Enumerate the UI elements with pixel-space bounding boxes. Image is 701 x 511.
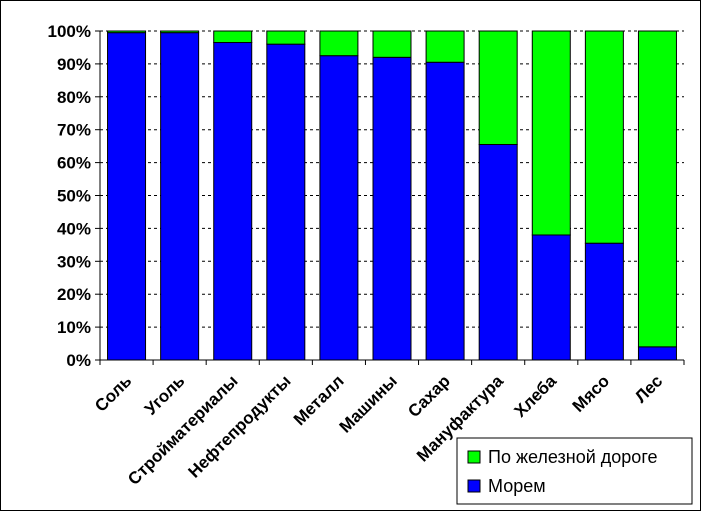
- y-tick-label: 20%: [57, 285, 91, 304]
- bar-segment-sea: [372, 56, 412, 361]
- bar-segment-sea: [584, 242, 624, 361]
- legend-swatch: [467, 450, 481, 464]
- bar-segment-sea: [531, 234, 571, 361]
- y-tick-label: 10%: [57, 318, 91, 337]
- x-tick-label: Лес: [631, 371, 666, 406]
- bar-segment-rail: [213, 30, 253, 44]
- y-tick-label: 30%: [57, 252, 91, 271]
- bar-segment-sea: [213, 42, 253, 361]
- y-tick-label: 80%: [57, 88, 91, 107]
- x-tick-label: Машины: [336, 371, 401, 436]
- bar-segment-rail: [160, 30, 200, 34]
- bar-segment-rail: [584, 30, 624, 244]
- bar-segment-sea: [160, 32, 200, 361]
- y-tick-label: 100%: [48, 22, 91, 41]
- x-tick-label: Мясо: [569, 371, 613, 415]
- x-tick-label: Соль: [91, 371, 135, 415]
- y-tick-label: 0%: [66, 351, 91, 370]
- bar-segment-sea: [266, 43, 306, 361]
- bar-segment-rail: [637, 30, 677, 348]
- y-tick-labels: 0% 10% 20% 30% 40% 50% 60% 70% 80% 90% 100%: [48, 22, 91, 370]
- bars: [107, 30, 677, 361]
- x-tick-label: Уголь: [141, 371, 188, 418]
- bar-segment-rail: [425, 30, 465, 63]
- bar-segment-rail: [372, 30, 412, 58]
- bar-segment-rail: [478, 30, 518, 146]
- legend-label: Морем: [488, 476, 546, 496]
- bar-segment-sea: [637, 346, 677, 361]
- y-tick-label: 70%: [57, 121, 91, 140]
- y-tick-label: 40%: [57, 219, 91, 238]
- x-tick-label: Хлеба: [511, 371, 561, 421]
- bar-segment-sea: [478, 144, 518, 361]
- x-tick-label: Сахар: [404, 371, 454, 421]
- y-tick-label: 60%: [57, 154, 91, 173]
- legend-box: [456, 437, 693, 505]
- bar-segment-rail: [266, 30, 306, 45]
- legend-label: По железной дороге: [488, 447, 658, 467]
- bar-segment-rail: [319, 30, 359, 57]
- y-tick-label: 90%: [57, 55, 91, 74]
- axes: [95, 30, 685, 365]
- bar-segment-sea: [107, 32, 147, 361]
- y-tick-label: 50%: [57, 187, 91, 206]
- x-tick-label: Нефтепродукты: [184, 371, 294, 481]
- bar-segment-rail: [531, 30, 571, 236]
- legend-swatch: [467, 479, 481, 493]
- bar-segment-sea: [425, 61, 465, 361]
- bar-segment-rail: [107, 30, 147, 34]
- bar-segment-sea: [319, 55, 359, 361]
- legend: По железной дороге Морем: [456, 437, 693, 505]
